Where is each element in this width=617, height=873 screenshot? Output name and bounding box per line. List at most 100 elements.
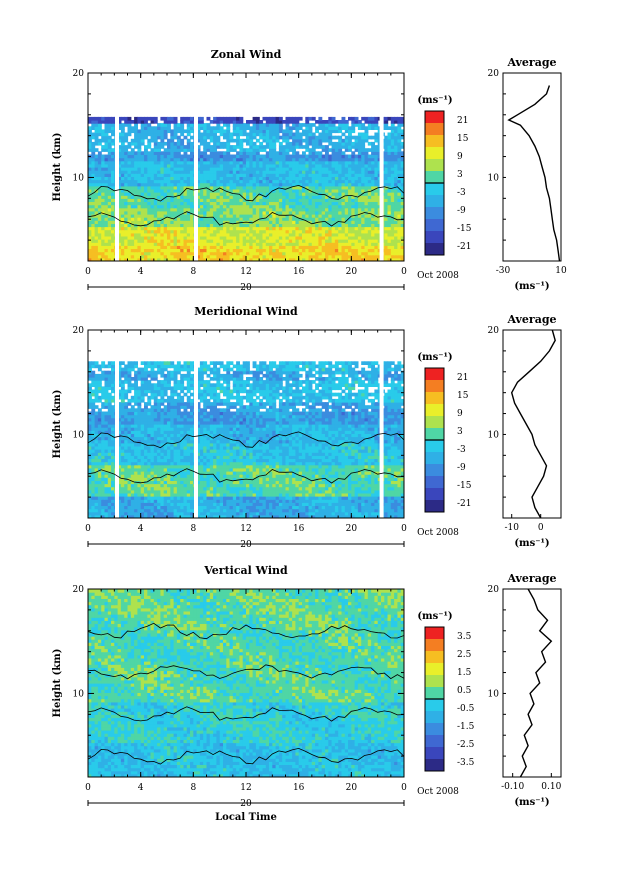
heatmap-cell [186, 226, 191, 231]
heatmap-cell [88, 201, 92, 206]
heatmap-cell [153, 201, 158, 206]
heatmap-cell [124, 508, 129, 513]
heatmap-cell [255, 198, 260, 202]
heatmap-cell [348, 176, 352, 181]
heatmap-cell [302, 505, 306, 510]
heatmap-cell [239, 226, 244, 231]
heatmap-cell [354, 223, 359, 228]
heatmap-cell [219, 232, 224, 237]
heatmap-cell [186, 220, 191, 224]
heatmap-cell [153, 170, 158, 174]
heatmap-cell [302, 245, 306, 249]
heatmap-cell [124, 157, 129, 162]
heatmap-cell [101, 217, 106, 221]
heatmap-cell [367, 257, 372, 261]
heatmap-cell [163, 511, 168, 516]
heatmap-cell [127, 235, 132, 240]
heatmap-cell [246, 245, 250, 249]
heatmap-cell [272, 195, 277, 199]
heatmap-cell [206, 141, 211, 146]
heatmap-cell [186, 248, 191, 253]
heatmap-cell [249, 192, 254, 196]
heatmap-cell [387, 179, 392, 184]
heatmap-cell [390, 242, 395, 246]
heatmap-cell [321, 226, 326, 231]
heatmap-cell [107, 141, 112, 146]
heatmap-cell [186, 245, 191, 249]
heatmap-cell [394, 248, 398, 253]
heatmap-cell [120, 160, 125, 165]
heatmap-cell [219, 257, 224, 261]
heatmap-cell [239, 160, 244, 165]
heatmap-cell [315, 251, 319, 256]
heatmap-cell [219, 505, 224, 510]
heatmap-cell [94, 508, 99, 513]
heatmap-cell [107, 126, 112, 130]
heatmap-cell [262, 132, 267, 137]
heatmap-cell [137, 163, 142, 168]
heatmap-cell [127, 223, 132, 228]
average-x-tick-label: 10 [555, 266, 567, 276]
x-tick-label: 20 [346, 267, 358, 277]
heatmap-cell [318, 511, 323, 516]
heatmap-cell [292, 182, 296, 187]
heatmap-cell [239, 192, 244, 196]
heatmap-cell [331, 154, 336, 159]
heatmap-cell [140, 239, 145, 243]
heatmap-cell [361, 116, 366, 121]
heatmap-cell [157, 502, 161, 506]
heatmap-cell [226, 217, 231, 221]
heatmap-cell [315, 163, 319, 168]
heatmap-cell [209, 129, 214, 134]
heatmap-cell [111, 508, 115, 513]
heatmap-cell [167, 157, 171, 162]
heatmap-cell [265, 232, 270, 237]
heatmap-cell [117, 120, 122, 124]
heatmap-cell [97, 170, 102, 174]
heatmap-cell [111, 157, 115, 162]
heatmap-cell [176, 201, 181, 206]
heatmap-cell [140, 192, 145, 196]
heatmap-cell [94, 126, 99, 130]
heatmap-cell [147, 188, 152, 193]
heatmap-cell [137, 204, 142, 209]
heatmap-cell [209, 239, 214, 243]
heatmap-cell [199, 210, 204, 215]
heatmap-cell [249, 214, 254, 218]
heatmap-cell [272, 254, 277, 259]
colorbar-tick-label: -21 [457, 242, 472, 252]
heatmap-cell [120, 514, 125, 518]
heatmap-cell [341, 242, 346, 246]
heatmap-cell [91, 163, 96, 168]
heatmap-cell [269, 123, 273, 127]
heatmap-cell [374, 116, 379, 121]
heatmap-cell [167, 248, 171, 253]
heatmap-cell [275, 120, 280, 124]
heatmap-cell [180, 223, 185, 228]
heatmap-cell [229, 138, 234, 143]
heatmap-cell [203, 229, 208, 234]
heatmap-cell [351, 163, 356, 168]
heatmap-cell [262, 223, 267, 228]
heatmap-cell [236, 129, 240, 134]
heatmap-cell [348, 116, 352, 121]
heatmap-cell [216, 154, 221, 159]
heatmap-cell [397, 123, 402, 127]
heatmap-cell [232, 248, 237, 253]
heatmap-cell [269, 505, 273, 510]
heatmap-cell [252, 167, 257, 171]
heatmap-cell [318, 248, 323, 253]
heatmap-cell [170, 185, 175, 190]
heatmap-cell [183, 201, 188, 206]
heatmap-cell [190, 120, 194, 124]
heatmap-cell [367, 239, 372, 243]
heatmap-cell [140, 254, 145, 259]
heatmap-cell [147, 176, 152, 181]
heatmap-cell [150, 242, 155, 246]
heatmap-cell [400, 198, 404, 202]
heatmap-cell [364, 138, 369, 143]
heatmap-cell [97, 141, 102, 146]
heatmap-cell [183, 235, 188, 240]
heatmap-cell [153, 511, 158, 516]
heatmap-cell [367, 210, 372, 215]
